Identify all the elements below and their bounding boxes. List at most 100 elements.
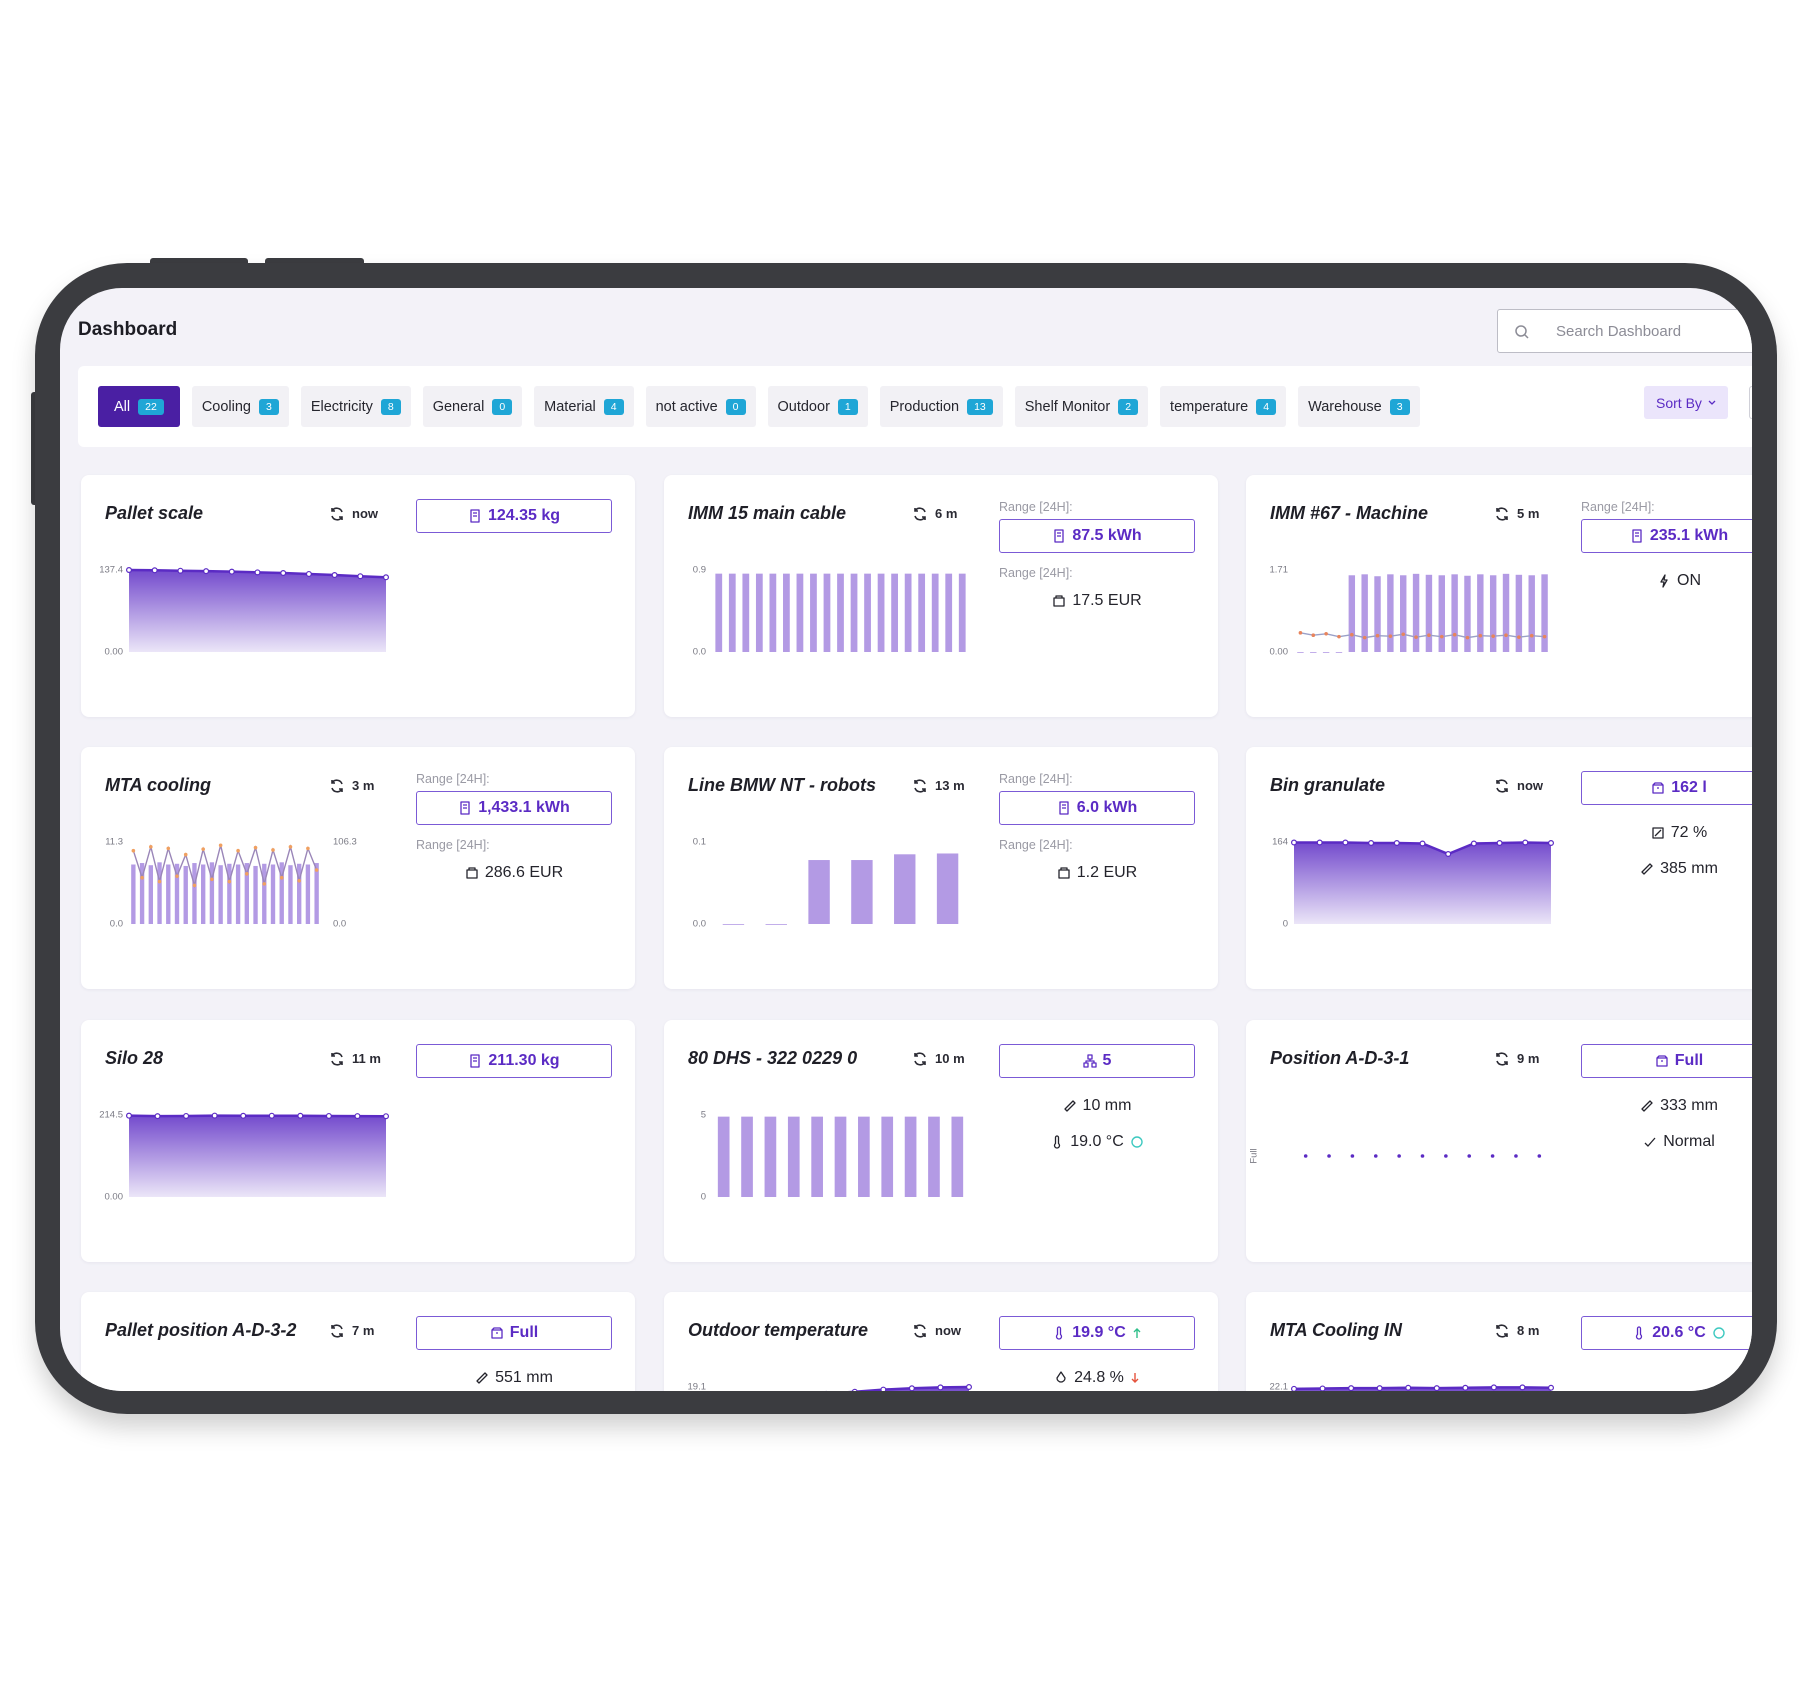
value-box: Full — [1581, 1044, 1752, 1078]
sort-button[interactable]: Sort By — [1644, 386, 1728, 419]
bar — [823, 573, 831, 652]
point — [1362, 635, 1367, 640]
point — [236, 848, 240, 853]
refresh-icon — [1496, 1052, 1508, 1066]
sensor-card[interactable]: 5 0 80 DHS - 322 0229 0 10 m 5 10 mm 19.0 °C — [664, 1020, 1218, 1262]
arrow — [1131, 1373, 1139, 1383]
line — [1293, 1386, 1552, 1391]
y-tick-label: 0.00 — [105, 1192, 124, 1203]
mini-chart: 137.4 0.00 — [99, 565, 390, 658]
point — [1491, 634, 1495, 638]
filter-tab[interactable]: General 0 — [422, 386, 523, 427]
icon — [1656, 1055, 1668, 1067]
icon-shape — [1056, 1326, 1063, 1340]
tab-label: Material — [544, 398, 596, 415]
sensor-card[interactable]: Full Position A-D-3-1 9 m Full 333 mm Normal — [1246, 1020, 1752, 1262]
point — [1319, 1385, 1326, 1391]
filter-tab[interactable]: not active 0 — [645, 386, 756, 427]
card-title: Line BMW NT - robots — [688, 775, 876, 795]
bar — [1400, 575, 1407, 652]
point — [245, 872, 249, 876]
sensor-card[interactable]: 11.3 0.0 106.3 0.0 MTA cooling 3 m Range [24H]… — [81, 747, 635, 989]
point — [1496, 839, 1503, 846]
icon-shape — [460, 801, 470, 815]
point — [1397, 1154, 1401, 1158]
updated-time: 9 m — [1517, 1051, 1540, 1066]
icon-shape — [1636, 1326, 1643, 1340]
sensor-card[interactable]: 164 0 Bin granulate now 162 l 72 % 385 mm — [1246, 747, 1752, 989]
icon — [1054, 1135, 1061, 1149]
bar — [192, 863, 197, 924]
bar — [811, 1116, 823, 1197]
line — [132, 844, 318, 889]
tab-label: Electricity — [310, 398, 373, 415]
range-caption: Range [24H]: — [999, 772, 1073, 786]
point — [149, 845, 153, 849]
bar — [262, 863, 267, 924]
icon — [1660, 574, 1668, 588]
filter-tab[interactable]: All 22 — [98, 386, 180, 427]
sensor-card[interactable]: 137.4 0.00 Pallet scale now 124.35 kg — [81, 475, 635, 717]
point — [1478, 633, 1483, 638]
icon — [1059, 801, 1069, 815]
bar — [1335, 652, 1343, 653]
bar — [1502, 573, 1510, 652]
readout-panel: 5 10 mm 19.0 °C — [999, 1042, 1195, 1160]
y-tick-label: 19.1 — [688, 1382, 707, 1391]
value-box: Full — [416, 1316, 612, 1350]
filter-tab[interactable]: Outdoor 1 — [767, 386, 868, 427]
bar — [837, 573, 844, 652]
point — [218, 843, 223, 848]
bar — [1425, 574, 1433, 652]
filter-tab[interactable]: Material 4 — [534, 386, 634, 427]
value: 24.8 % — [1074, 1369, 1124, 1386]
bar — [288, 865, 293, 924]
sensor-card[interactable]: 22.1 MTA Cooling IN 8 m 20.6 °C — [1246, 1292, 1752, 1391]
point — [1405, 1384, 1412, 1391]
value-box: 87.5 kWh — [999, 519, 1195, 553]
value: 286.6 EUR — [484, 864, 564, 881]
sensor-card[interactable]: 0.9 0.0 IMM 15 main cable 6 m Range [24H]: 87… — [664, 475, 1218, 717]
point — [1316, 839, 1323, 846]
value: 6.0 kWh — [1076, 799, 1138, 816]
sensor-card[interactable]: Pallet position A-D-3-2 7 m Full 551 mm — [81, 1292, 635, 1391]
card-title: Position A-D-3-1 — [1270, 1048, 1410, 1068]
filter-tab[interactable]: temperature 4 — [1160, 386, 1287, 427]
refresh-shape — [914, 1324, 926, 1338]
y-tick-label: 22.1 — [1270, 1382, 1289, 1391]
value: Full — [1674, 1052, 1704, 1069]
icon — [1056, 1371, 1066, 1383]
filter-tab[interactable]: Production 13 — [879, 386, 1003, 427]
sensor-card[interactable]: 1.71 0.00 IMM #67 - Machine 5 m Range [24H]:… — [1246, 475, 1752, 717]
filter-tab[interactable]: Electricity 8 — [300, 386, 411, 427]
filter-tab[interactable]: Cooling 3 — [191, 386, 289, 427]
range-caption: Range [24H]: — [1581, 500, 1655, 514]
icon — [460, 801, 470, 815]
updated-time: 11 m — [352, 1051, 381, 1066]
bar — [881, 1116, 894, 1197]
point — [1548, 1384, 1555, 1391]
value-text: Normal — [1581, 1124, 1752, 1160]
bar — [850, 573, 858, 652]
point — [1514, 1154, 1518, 1158]
view-toggle[interactable] — [1749, 386, 1752, 419]
bar — [1451, 574, 1458, 652]
value-text: 286.6 EUR — [416, 855, 612, 891]
tab-count: 2 — [1118, 398, 1139, 415]
tab-count: 1 — [837, 398, 858, 415]
sensor-card[interactable]: 0.1 0.0 Line BMW NT - robots 13 m Range [24H… — [664, 747, 1218, 989]
refresh-icon — [1496, 779, 1508, 793]
point — [1490, 1384, 1497, 1391]
point — [937, 1384, 944, 1391]
y-tick-label: 5 — [701, 1110, 706, 1121]
search-box[interactable]: Search Dashboard — [1497, 309, 1752, 353]
icon — [1056, 1326, 1063, 1340]
filter-tab[interactable]: Warehouse 3 — [1298, 386, 1420, 427]
sort-label: Sort By — [1656, 394, 1702, 411]
point — [1290, 839, 1297, 846]
y-tick-label: 106.3 — [333, 837, 357, 848]
sensor-card[interactable]: 214.5 0.00 Silo 28 11 m 211.30 kg — [81, 1020, 635, 1262]
point — [1444, 1154, 1448, 1158]
filter-tab[interactable]: Shelf Monitor 2 — [1014, 386, 1149, 427]
sensor-card[interactable]: 19.1 Outdoor temperature now 19.9 °C 24.8 % — [664, 1292, 1218, 1391]
